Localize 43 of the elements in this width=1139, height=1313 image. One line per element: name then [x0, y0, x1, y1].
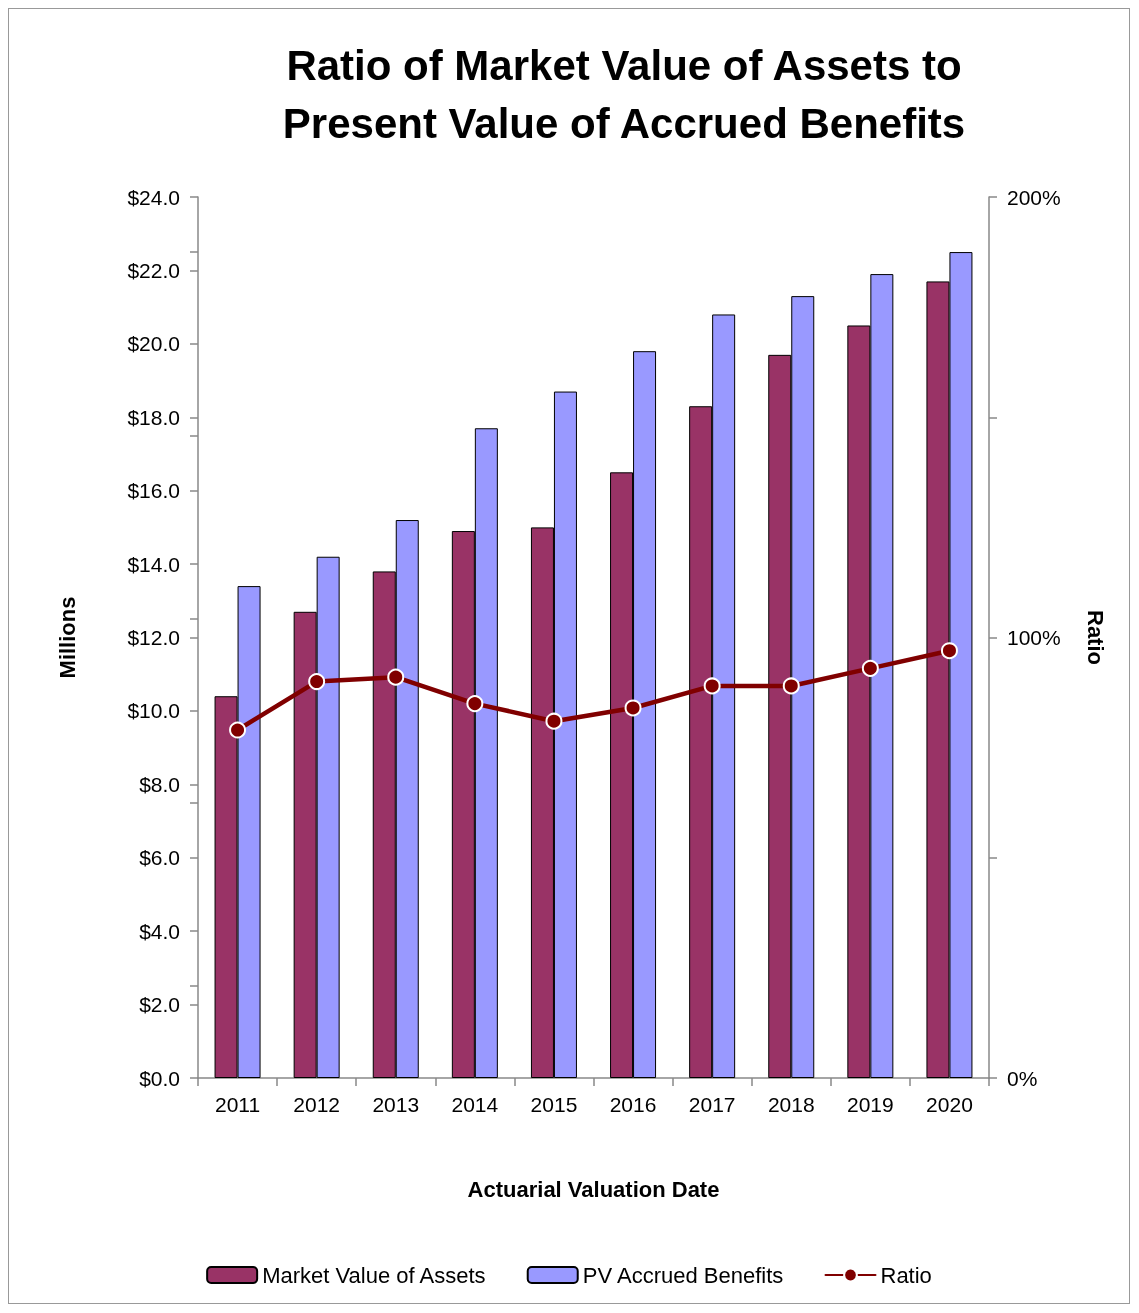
point — [308, 673, 326, 691]
point — [940, 642, 958, 660]
point — [782, 677, 800, 695]
y-tick-label: $16.0 — [127, 479, 180, 503]
x-tick-label: 2013 — [372, 1093, 420, 1116]
point — [229, 721, 247, 739]
x-tick-label: 2014 — [451, 1093, 499, 1116]
x-tick-label: 2018 — [767, 1093, 815, 1116]
x-tick-label: 2015 — [530, 1093, 578, 1116]
chart-title: Ratio of Market Value of Assets to Present Value of Accrued Benefits — [282, 41, 966, 147]
point — [861, 659, 879, 677]
legend-label: Ratio — [880, 1262, 932, 1288]
point — [545, 712, 563, 730]
point — [387, 668, 405, 686]
y-tick-label: $20.0 — [127, 332, 180, 356]
point — [624, 699, 642, 717]
y-tick-label: $4.0 — [139, 919, 180, 943]
point — [466, 695, 484, 713]
y2-tick-label: 0% — [1007, 1066, 1038, 1090]
legend-label: Market Value of Assets — [262, 1262, 486, 1288]
y-tick-label: $22.0 — [127, 258, 180, 282]
x-axis-title: Actuarial Valuation Date — [467, 1176, 720, 1202]
x-tick-label: 2017 — [688, 1093, 736, 1116]
y-tick-label: $6.0 — [139, 846, 180, 870]
x-tick-label: 2020 — [926, 1093, 973, 1116]
x-tick-label: 2012 — [293, 1093, 341, 1116]
y-tick-label: $8.0 — [139, 772, 180, 796]
y-tick-label: $24.0 — [127, 185, 180, 209]
x-tick-label: 2016 — [609, 1093, 657, 1116]
x-tick-label: 2019 — [846, 1093, 894, 1116]
y2-tick-label: 200% — [1007, 185, 1061, 209]
y-tick-label: $10.0 — [127, 699, 180, 723]
point — [703, 677, 721, 695]
y-tick-label: $12.0 — [127, 626, 180, 649]
y-tick-label: $2.0 — [139, 993, 180, 1017]
y-tick-label: $14.0 — [127, 552, 180, 576]
y2-axis-title: Ratio — [1082, 610, 1108, 665]
y-tick-label: $18.0 — [127, 405, 180, 429]
y-tick-label: $0.0 — [139, 1066, 180, 1090]
y2-tick-label: 100% — [1007, 626, 1061, 649]
y-axis-title: Millions — [54, 596, 80, 679]
legend-label: PV Accrued Benefits — [582, 1262, 784, 1288]
x-tick-label: 2011 — [214, 1093, 261, 1116]
